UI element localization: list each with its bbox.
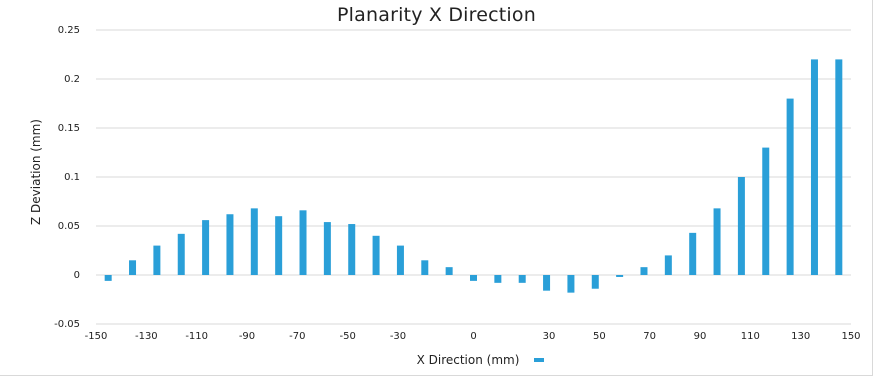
x-tick-label: 0 xyxy=(470,331,476,342)
gridlines xyxy=(96,29,851,325)
bar xyxy=(104,275,112,281)
x-tick-label: 70 xyxy=(643,331,656,342)
bar xyxy=(543,275,551,291)
bar xyxy=(299,210,307,275)
y-tick-labels: 0.25 0.2 0.15 0.1 0.05 0 -0.05 xyxy=(54,25,80,330)
y-tick-label: -0.05 xyxy=(54,319,80,330)
bar xyxy=(372,235,380,275)
bar xyxy=(835,59,843,276)
bar xyxy=(275,216,283,275)
y-tick-label: 0.2 xyxy=(64,74,80,85)
bar xyxy=(689,232,697,275)
y-axis-label: Z Deviation (mm) xyxy=(29,119,43,225)
x-tick-label: -150 xyxy=(85,331,108,342)
x-tick-label: -90 xyxy=(239,331,255,342)
chart-title: Planarity X Direction xyxy=(337,4,536,26)
bar xyxy=(762,147,770,275)
y-tick-label: 0.25 xyxy=(58,25,80,36)
x-tick-labels: -150 -130 -110 -90 -70 -50 -30 0 30 50 70 90 110 130 1… xyxy=(85,331,861,342)
bar xyxy=(567,275,575,293)
x-tick-label: 110 xyxy=(741,331,760,342)
x-tick-label: -110 xyxy=(185,331,208,342)
bar xyxy=(129,260,137,275)
bar xyxy=(616,275,624,277)
bar xyxy=(518,275,526,283)
legend-swatch xyxy=(534,358,544,362)
bar xyxy=(226,214,234,275)
bars xyxy=(104,59,843,293)
x-tick-label: 30 xyxy=(543,331,556,342)
bar xyxy=(737,177,745,275)
bar xyxy=(591,275,599,289)
x-tick-label: -50 xyxy=(339,331,355,342)
y-tick-label: 0.1 xyxy=(64,172,80,183)
y-tick-label: 0.15 xyxy=(58,123,80,134)
x-tick-label: -130 xyxy=(135,331,158,342)
x-tick-label: 90 xyxy=(694,331,707,342)
bar xyxy=(421,260,429,275)
bar xyxy=(640,267,648,275)
bar xyxy=(153,245,161,275)
bar xyxy=(786,98,794,275)
bar xyxy=(713,208,721,275)
x-tick-label: -30 xyxy=(390,331,406,342)
bar xyxy=(396,245,404,275)
bar xyxy=(348,224,356,275)
bar xyxy=(323,222,331,275)
x-tick-label: -70 xyxy=(289,331,305,342)
y-tick-label: 0 xyxy=(74,270,80,281)
x-tick-label: 150 xyxy=(841,331,860,342)
bar xyxy=(494,275,502,283)
bar xyxy=(177,233,185,275)
bar xyxy=(664,255,672,275)
bar xyxy=(810,59,818,276)
bar xyxy=(470,275,477,281)
x-axis-label: X Direction (mm) xyxy=(417,353,520,367)
x-tick-label: 50 xyxy=(593,331,606,342)
bar xyxy=(250,208,258,275)
y-tick-label: 0.05 xyxy=(58,221,80,232)
bar xyxy=(445,267,453,275)
bar xyxy=(202,220,210,275)
x-tick-label: 130 xyxy=(791,331,810,342)
